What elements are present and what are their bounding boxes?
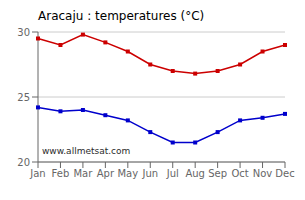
svg-text:Oct: Oct: [231, 168, 248, 179]
html-text:Aracaju : temperatures (°C): Aracaju : temperatures (°C): [38, 9, 205, 23]
svg-text:Apr: Apr: [97, 168, 115, 179]
svg-text:Sep: Sep: [208, 168, 227, 179]
html-text:www.allmetsat.com: www.allmetsat.com: [42, 146, 131, 156]
svg-text:May: May: [117, 168, 138, 179]
svg-text:30: 30: [17, 27, 30, 38]
svg-text:Jul: Jul: [166, 168, 179, 179]
svg-text:25: 25: [17, 92, 30, 103]
svg-text:Dec: Dec: [275, 168, 294, 179]
svg-text:Feb: Feb: [52, 168, 70, 179]
svg-text:20: 20: [17, 157, 30, 168]
svg-text:Mar: Mar: [73, 168, 93, 179]
svg-text:Aug: Aug: [185, 168, 205, 179]
svg-text:Jun: Jun: [141, 168, 158, 179]
svg-text:Nov: Nov: [253, 168, 273, 179]
svg-text:Jan: Jan: [29, 168, 45, 179]
